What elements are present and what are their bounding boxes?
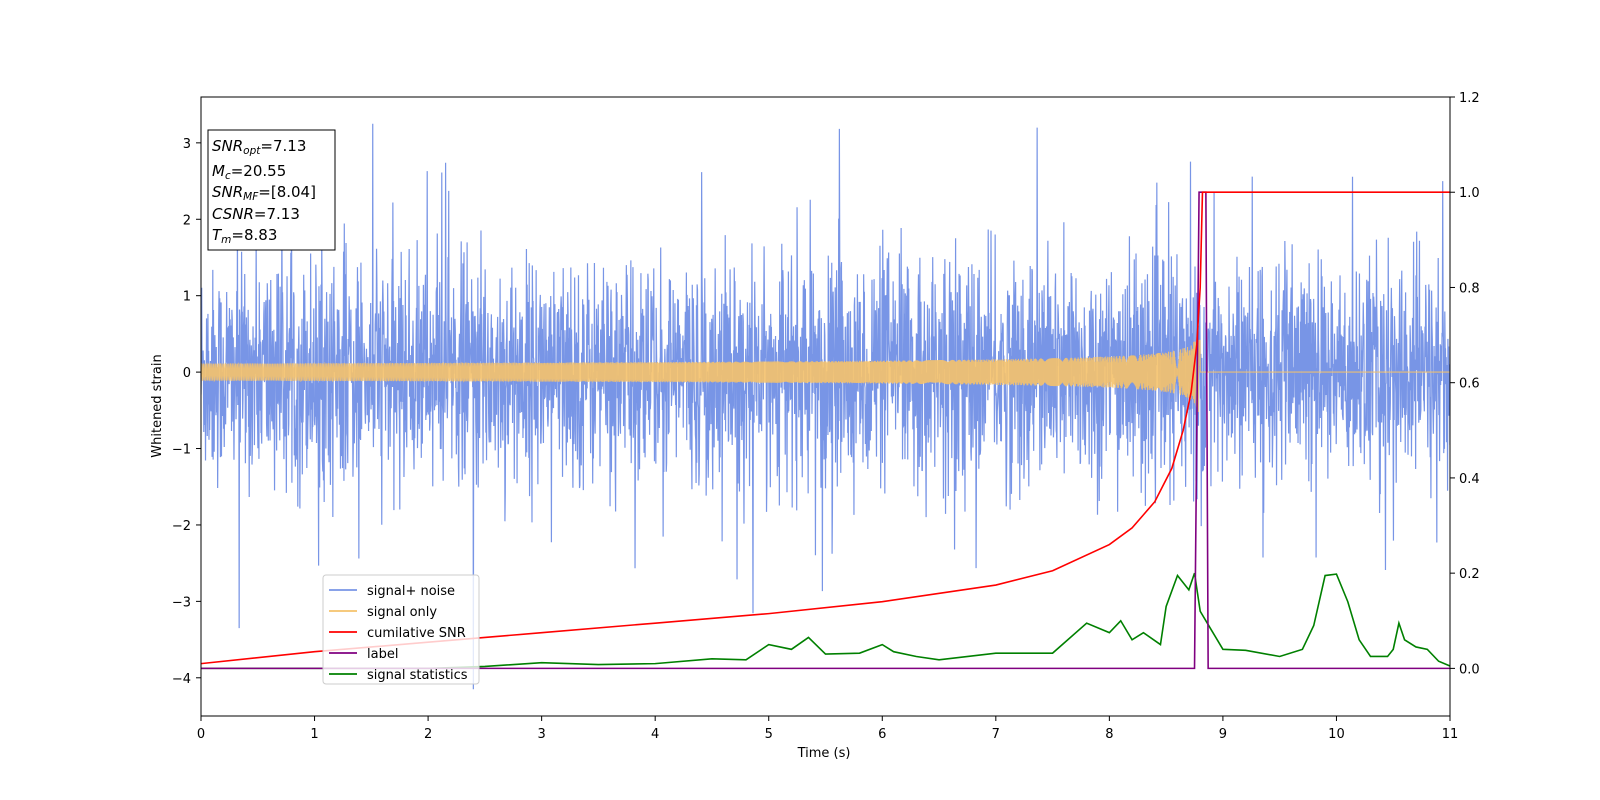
y-axis-title: Whitened strain [150, 354, 165, 457]
annotation-symbol: SNR [212, 183, 243, 201]
annotation-subscript: m [221, 234, 231, 246]
y2-tick-label: 0.8 [1459, 281, 1480, 296]
legend-item: cumilative SNR [329, 626, 466, 641]
y2-tick-label: 0.6 [1459, 377, 1480, 392]
y2-tick-label: 1.0 [1459, 186, 1480, 201]
legend-item: signal statistics [329, 668, 468, 683]
annotation-line: SNRMF=[8.04] [212, 183, 316, 203]
x-tick-label: 1 [310, 727, 318, 742]
x-tick-label: 8 [1105, 727, 1113, 742]
legend-label: signal statistics [367, 668, 468, 683]
annotation-value: =8.83 [231, 226, 277, 244]
legend-item: signal only [329, 605, 437, 620]
cumulative-snr-line [201, 191, 1450, 665]
annotation-symbol: CSNR [212, 205, 254, 223]
legend-label: label [367, 647, 398, 662]
annotation-value: =7.13 [260, 137, 306, 155]
legend-label: signal only [367, 605, 437, 620]
x-tick-label: 2 [424, 727, 432, 742]
signal-noise-series [201, 123, 1450, 690]
y-axis-ticks: 3 2 1 0 −1 −2 −3 −4 [172, 137, 201, 687]
x-tick-label: 6 [878, 727, 886, 742]
signal-noise-line [201, 123, 1450, 690]
annotation-subscript: opt [243, 145, 261, 157]
annotation-value: =7.13 [254, 205, 300, 223]
y2-tick-label: 0.2 [1459, 567, 1480, 582]
x-tick-label: 7 [992, 727, 1000, 742]
y2-tick-label: 1.2 [1459, 91, 1480, 106]
annotation-line: CSNR=7.13 [212, 205, 300, 223]
annotation-value: =20.55 [231, 162, 287, 180]
legend: signal+ noise signal only cumilative SNR la… [322, 574, 480, 685]
annotation-frame [207, 129, 336, 251]
y2-tick-label: 0.4 [1459, 472, 1480, 487]
x-tick-label: 10 [1328, 727, 1345, 742]
annotation-symbol: M [212, 162, 225, 180]
legend-frame [322, 574, 480, 685]
y-tick-label: −2 [172, 519, 191, 534]
annotation-subscript: c [225, 170, 231, 182]
annotation-box: SNRopt=7.13Mc=20.55SNRMF=[8.04]CSNR=7.13… [207, 129, 336, 251]
y-tick-label: −1 [172, 443, 191, 458]
y2-axis-ticks: 1.2 1.0 0.8 0.6 0.4 0.2 0.0 [1450, 91, 1480, 677]
legend-label: cumilative SNR [367, 626, 466, 641]
annotation-symbol: T [212, 226, 223, 244]
x-tick-label: 11 [1442, 727, 1459, 742]
plot-frame [200, 96, 1451, 717]
x-tick-label: 9 [1219, 727, 1227, 742]
legend-item: label [329, 647, 398, 662]
x-tick-label: 0 [197, 727, 205, 742]
y-tick-label: 3 [183, 137, 191, 152]
y-tick-label: 2 [183, 213, 191, 228]
signal-only-line [201, 337, 1450, 413]
plot-area [201, 123, 1450, 690]
x-tick-label: 4 [651, 727, 659, 742]
annotation-symbol: SNR [212, 137, 243, 155]
annotation-value: =[8.04] [258, 183, 316, 201]
x-tick-label: 3 [537, 727, 545, 742]
y-tick-label: 0 [183, 366, 191, 381]
x-axis-ticks: 0 1 2 3 4 5 6 7 8 9 10 11 [197, 716, 1458, 742]
x-axis-title: Time (s) [797, 746, 851, 761]
y-tick-label: 1 [183, 290, 191, 305]
annotation-line: Tm=8.83 [212, 226, 277, 246]
signal-statistics-line [201, 572, 1450, 670]
right-axis-series [201, 191, 1450, 670]
legend-label: signal+ noise [367, 584, 455, 599]
x-tick-label: 5 [765, 727, 773, 742]
legend-item: signal+ noise [329, 584, 455, 599]
y-tick-label: −3 [172, 595, 191, 610]
y2-tick-label: 0.0 [1459, 662, 1480, 677]
annotation-subscript: MF [243, 191, 259, 203]
annotation-line: SNRopt=7.13 [212, 137, 306, 157]
signal-only-series [201, 337, 1450, 413]
y-tick-label: −4 [172, 672, 191, 687]
annotation-line: Mc=20.55 [212, 162, 286, 182]
